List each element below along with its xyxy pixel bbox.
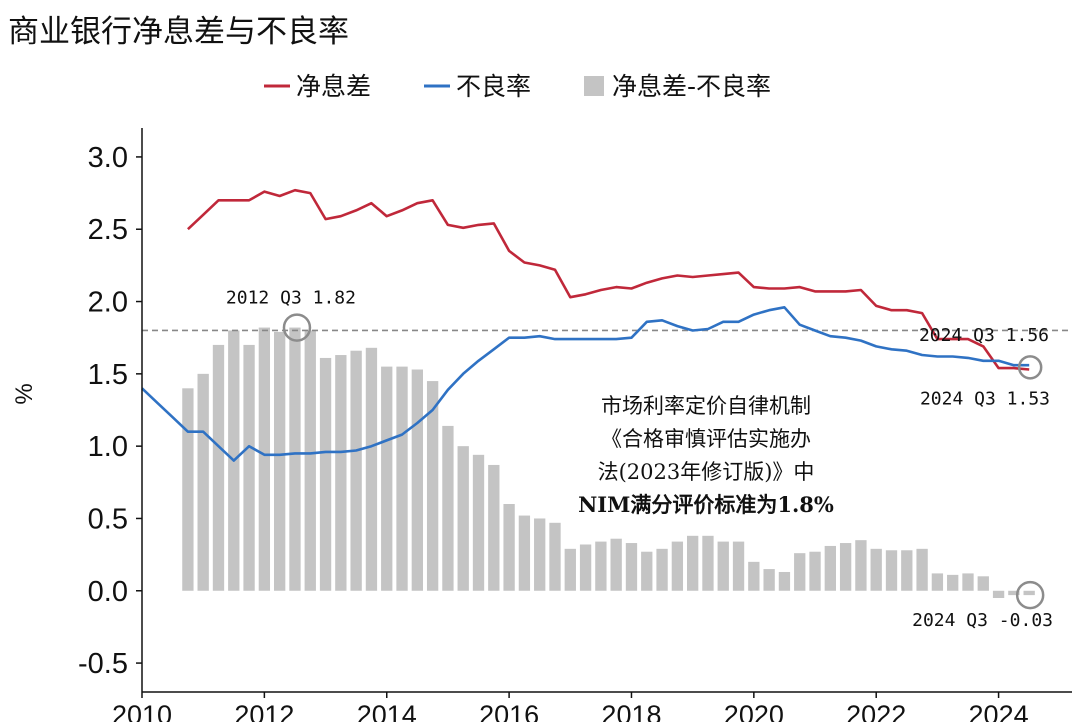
x-tick-label: 2012 [234, 700, 294, 722]
bar [304, 330, 316, 591]
highlight-circle-2024q3-lines [1017, 355, 1043, 380]
bar [381, 366, 393, 591]
bar [931, 573, 944, 591]
bar [885, 550, 898, 591]
annotation-2024q3-nim: 2024 Q3 1.53 [920, 389, 1050, 410]
bar [610, 538, 622, 591]
legend-label-diff: 净息差-不良率 [612, 72, 771, 101]
y-tick-label: 3.0 [88, 142, 128, 174]
note-line-2: 《合格审慎评估实施办 [601, 427, 811, 451]
annotations: 2012 Q3 1.82 2024 Q3 1.56 2024 Q3 1.53 2… [226, 288, 1053, 632]
bar [426, 381, 439, 591]
bar [518, 515, 531, 591]
bar [1008, 590, 1020, 596]
bar [962, 573, 974, 591]
highlight-circle-2012q3 [282, 313, 312, 342]
y-axis: 3.0 2.5 2.0 1.5 1.0 0.5 0.0 -0.5 [78, 142, 142, 680]
bar [992, 590, 1005, 598]
y-tick-label: 2.5 [88, 214, 128, 246]
legend-label-nim: 净息差 [296, 72, 371, 101]
y-tick-label: 0.5 [88, 503, 128, 535]
bar [411, 369, 423, 591]
bar [641, 551, 653, 591]
bar [396, 366, 408, 591]
bar [794, 553, 806, 591]
bar [289, 327, 301, 591]
note-line-4: NIM满分评价标准为1.8% [578, 492, 834, 517]
x-tick-label: 2022 [846, 700, 906, 722]
x-tick-label: 2010 [112, 700, 172, 722]
bar [335, 355, 347, 591]
bar [472, 454, 485, 591]
bar [258, 327, 271, 591]
bar [243, 344, 255, 591]
bar [182, 388, 194, 591]
bar [686, 535, 699, 591]
y-tick-label: 1.5 [88, 359, 128, 391]
bar [625, 543, 638, 591]
bar [212, 344, 225, 591]
line-series-group [141, 188, 1030, 462]
bar [763, 569, 775, 591]
bar [809, 551, 821, 591]
bar [702, 535, 714, 591]
bar [1023, 590, 1035, 596]
bar [197, 373, 209, 591]
note-line-3: 法(2023年修订版)》中 [598, 460, 815, 484]
bar [977, 576, 989, 591]
x-tick-label: 2018 [601, 700, 661, 722]
highlight-circle-2024q3-diff [1015, 580, 1045, 610]
bar [488, 464, 500, 591]
bar [717, 541, 729, 591]
bar [748, 561, 760, 591]
annotation-2012q3-diff: 2012 Q3 1.82 [226, 288, 356, 309]
line-series-nim [187, 188, 1030, 371]
bar [916, 548, 928, 591]
bar [870, 548, 882, 591]
bar [534, 518, 546, 591]
y-axis-label: % [11, 383, 38, 404]
bar [274, 331, 286, 591]
bar [579, 544, 592, 591]
x-tick-label: 2024 [969, 700, 1029, 722]
line-series-npl [141, 305, 1030, 462]
x-axis: 2010 2012 2014 2016 2018 2020 2022 2024 [112, 692, 1029, 722]
x-tick-label: 2020 [724, 700, 784, 722]
legend-swatch-diff [584, 76, 604, 96]
legend-label-npl: 不良率 [456, 72, 531, 101]
bar [457, 446, 469, 591]
legend: 净息差 不良率 净息差-不良率 [264, 72, 771, 101]
bar [778, 571, 791, 591]
bar [595, 541, 607, 591]
bar [365, 347, 378, 591]
annotation-2024q3-diff: 2024 Q3 -0.03 [912, 610, 1053, 631]
bar [839, 543, 852, 591]
y-tick-label: 0.0 [88, 576, 128, 608]
y-tick-label: 1.0 [88, 431, 128, 463]
bar [549, 522, 561, 591]
bar [442, 425, 454, 591]
x-tick-label: 2014 [357, 700, 417, 722]
y-tick-label: 2.0 [88, 287, 128, 319]
bar [947, 574, 959, 591]
note-box: 市场利率定价自律机制 《合格审慎评估实施办 法(2023年修订版)》中 NIM满… [578, 394, 834, 517]
note-line-1: 市场利率定价自律机制 [601, 394, 811, 418]
bar [564, 548, 576, 591]
y-tick-label: -0.5 [78, 648, 128, 680]
bar [319, 357, 332, 591]
bar [824, 545, 836, 591]
bar [901, 550, 913, 591]
bar [732, 541, 745, 591]
annotation-2024q3-npl: 2024 Q3 1.56 [919, 325, 1049, 346]
bar [350, 350, 362, 591]
bar [656, 548, 668, 591]
chart-title: 商业银行净息差与不良率 [8, 14, 349, 50]
bar [855, 540, 867, 591]
bar [503, 504, 515, 591]
x-tick-label: 2016 [479, 700, 539, 722]
bar [671, 541, 684, 591]
